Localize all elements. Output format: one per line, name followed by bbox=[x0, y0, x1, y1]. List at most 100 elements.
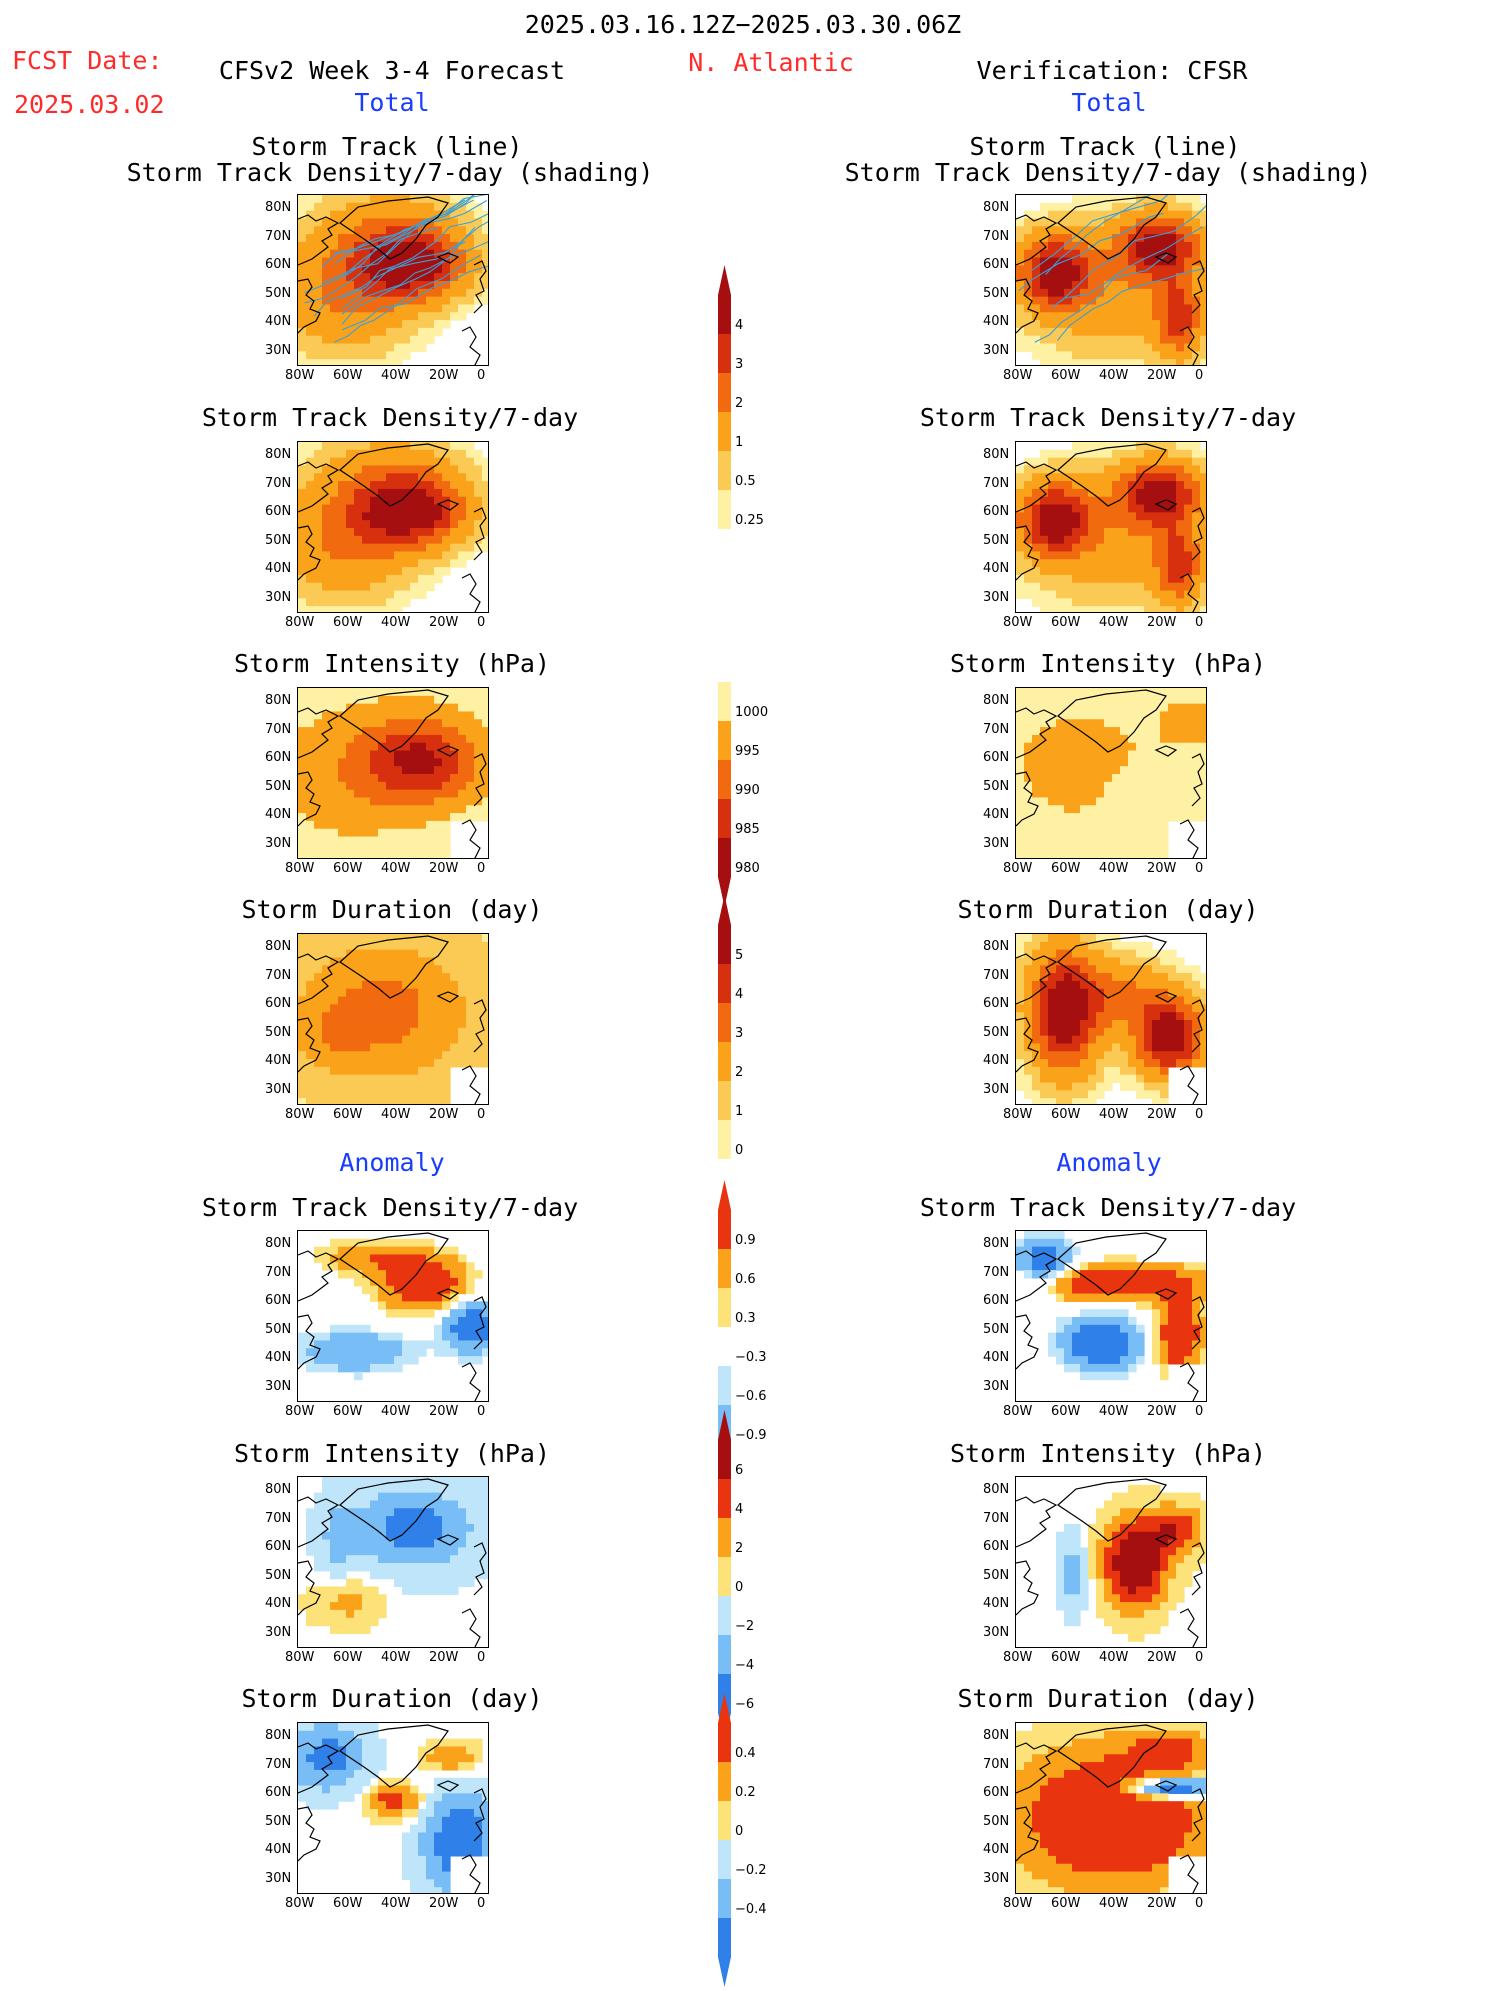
grid-cell bbox=[1136, 805, 1145, 813]
lon-tick-label: 40W bbox=[381, 616, 410, 629]
grid-cell bbox=[1176, 203, 1185, 211]
grid-cell bbox=[1112, 320, 1121, 328]
grid-cell bbox=[346, 711, 355, 719]
grid-cell bbox=[1120, 591, 1129, 599]
grid-cell bbox=[338, 1098, 347, 1105]
grid-cell bbox=[1144, 344, 1153, 352]
grid-cell bbox=[354, 774, 363, 782]
grid-cell bbox=[442, 1254, 451, 1262]
grid-cell bbox=[298, 844, 307, 852]
grid-cell bbox=[1080, 1356, 1089, 1364]
grid-cell bbox=[1200, 598, 1207, 606]
grid-cell bbox=[1088, 591, 1097, 599]
grid-cell bbox=[450, 195, 459, 203]
grid-cell bbox=[1160, 1067, 1169, 1075]
grid-cell bbox=[338, 934, 347, 942]
grid-cell bbox=[1072, 1278, 1081, 1286]
grid-cell bbox=[1184, 790, 1193, 798]
grid-cell bbox=[1168, 218, 1177, 226]
grid-cell bbox=[394, 965, 403, 973]
grid-cell bbox=[378, 344, 387, 352]
grid-cell bbox=[394, 696, 403, 704]
grid-cell bbox=[330, 997, 339, 1005]
grid-cell bbox=[458, 950, 467, 958]
grid-cell bbox=[458, 1278, 467, 1286]
grid-cell bbox=[370, 583, 379, 591]
grid-cell bbox=[1168, 711, 1177, 719]
grid-cell bbox=[466, 751, 475, 759]
grid-cell bbox=[410, 512, 419, 520]
grid-cell bbox=[314, 344, 323, 352]
lat-tick-label: 80N bbox=[265, 201, 291, 214]
grid-cell bbox=[1064, 790, 1073, 798]
grid-cell bbox=[1200, 344, 1207, 352]
grid-cell bbox=[1160, 289, 1169, 297]
grid-cell bbox=[1056, 1083, 1065, 1091]
grid-cell bbox=[378, 1493, 387, 1501]
grid-cell bbox=[402, 957, 411, 965]
grid-cell bbox=[1144, 1004, 1153, 1012]
grid-cell bbox=[1088, 934, 1097, 942]
grid-cell bbox=[362, 821, 371, 829]
grid-cell bbox=[370, 281, 379, 289]
coastline-1 bbox=[1016, 1315, 1038, 1369]
grid-cell bbox=[354, 528, 363, 536]
grid-cell bbox=[1136, 1278, 1145, 1286]
grid-cell bbox=[442, 1090, 451, 1098]
grid-cell bbox=[370, 195, 379, 203]
grid-cell bbox=[442, 512, 451, 520]
grid-cell bbox=[1112, 351, 1121, 359]
grid-cell bbox=[418, 544, 427, 552]
grid-cell bbox=[346, 981, 355, 989]
grid-cell bbox=[1032, 281, 1041, 289]
grid-cell bbox=[1056, 1317, 1065, 1325]
grid-cell bbox=[1160, 1364, 1169, 1372]
grid-cell bbox=[1176, 351, 1185, 359]
grid-cell bbox=[1104, 805, 1113, 813]
grid-cell bbox=[394, 751, 403, 759]
grid-cell bbox=[298, 281, 307, 289]
grid-cell bbox=[354, 567, 363, 575]
grid-cell bbox=[1064, 696, 1073, 704]
grid-cell bbox=[1152, 591, 1161, 599]
grid-cell bbox=[314, 242, 323, 250]
grid-cell bbox=[386, 1547, 395, 1555]
grid-cell bbox=[1048, 1247, 1057, 1255]
grid-cell bbox=[354, 1348, 363, 1356]
grid-cell bbox=[426, 336, 435, 344]
grid-cell bbox=[1184, 606, 1193, 613]
grid-cell bbox=[1080, 704, 1089, 712]
grid-cell bbox=[466, 1555, 475, 1563]
grid-cell bbox=[1168, 265, 1177, 273]
grid-cell bbox=[1080, 837, 1089, 845]
grid-cell bbox=[362, 218, 371, 226]
grid-cell bbox=[1032, 1270, 1041, 1278]
grid-cell bbox=[386, 473, 395, 481]
grid-cell bbox=[1144, 989, 1153, 997]
grid-cell bbox=[1184, 981, 1193, 989]
grid-cell bbox=[1136, 1340, 1145, 1348]
grid-cell bbox=[338, 567, 347, 575]
grid-cell bbox=[482, 790, 489, 798]
grid-cell bbox=[322, 1059, 331, 1067]
grid-cell bbox=[1152, 1051, 1161, 1059]
grid-cell bbox=[458, 1348, 467, 1356]
grid-cell bbox=[450, 735, 459, 743]
grid-cell bbox=[354, 1247, 363, 1255]
grid-cell bbox=[378, 1356, 387, 1364]
grid-cell bbox=[346, 797, 355, 805]
grid-cell bbox=[442, 489, 451, 497]
grid-cell bbox=[362, 598, 371, 606]
grid-cell bbox=[1128, 575, 1137, 583]
grid-cell bbox=[354, 1547, 363, 1555]
grid-cell bbox=[1096, 250, 1105, 258]
grid-cell bbox=[426, 782, 435, 790]
grid-cell bbox=[418, 1493, 427, 1501]
grid-cell bbox=[426, 1555, 435, 1563]
grid-cell bbox=[1064, 844, 1073, 852]
grid-cell bbox=[1200, 1036, 1207, 1044]
grid-cell bbox=[1064, 544, 1073, 552]
grid-cell bbox=[434, 312, 443, 320]
grid-cell bbox=[402, 1262, 411, 1270]
grid-cell bbox=[394, 458, 403, 466]
